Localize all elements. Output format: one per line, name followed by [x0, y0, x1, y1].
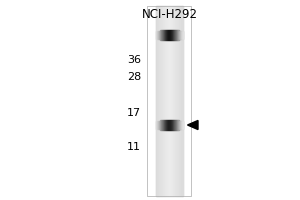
- Bar: [160, 30, 161, 40]
- Bar: [163, 120, 164, 130]
- Text: 17: 17: [127, 108, 141, 118]
- Bar: [158, 121, 159, 129]
- Bar: [165, 120, 166, 130]
- Bar: [163, 30, 164, 40]
- Bar: [175, 30, 176, 40]
- Polygon shape: [188, 120, 198, 130]
- Bar: [156, 31, 157, 39]
- Bar: [157, 121, 158, 129]
- Bar: [162, 30, 163, 40]
- Bar: [160, 6, 161, 196]
- Bar: [171, 6, 172, 196]
- Text: NCI-H292: NCI-H292: [142, 8, 197, 21]
- Bar: [162, 6, 163, 196]
- Bar: [182, 31, 183, 39]
- Bar: [158, 31, 159, 39]
- Bar: [165, 30, 166, 40]
- Bar: [157, 6, 158, 196]
- Bar: [158, 6, 159, 196]
- Bar: [166, 120, 167, 130]
- Bar: [159, 31, 160, 39]
- Text: 28: 28: [127, 72, 141, 82]
- Bar: [167, 120, 168, 130]
- Bar: [176, 6, 177, 196]
- Bar: [172, 6, 173, 196]
- Bar: [164, 120, 165, 130]
- Bar: [180, 6, 181, 196]
- Bar: [172, 120, 173, 130]
- Bar: [179, 31, 180, 39]
- Text: 11: 11: [127, 142, 141, 152]
- Bar: [170, 30, 171, 40]
- Bar: [174, 120, 175, 130]
- Bar: [159, 121, 160, 129]
- Bar: [169, 120, 170, 130]
- Bar: [166, 30, 167, 40]
- Bar: [164, 30, 165, 40]
- Bar: [171, 30, 172, 40]
- Bar: [174, 30, 175, 40]
- Bar: [159, 6, 160, 196]
- Bar: [178, 120, 179, 130]
- Text: 36: 36: [127, 55, 141, 65]
- Bar: [147, 6, 190, 196]
- Bar: [167, 6, 168, 196]
- Bar: [160, 121, 161, 129]
- Bar: [176, 30, 177, 40]
- Bar: [177, 30, 178, 40]
- Bar: [179, 6, 180, 196]
- Bar: [161, 6, 162, 196]
- Bar: [162, 120, 163, 130]
- Bar: [180, 31, 181, 39]
- Bar: [181, 31, 182, 39]
- Bar: [164, 6, 165, 196]
- Bar: [182, 6, 183, 196]
- Bar: [177, 120, 178, 130]
- Bar: [181, 121, 182, 129]
- Bar: [172, 30, 173, 40]
- Bar: [166, 6, 167, 196]
- Bar: [156, 6, 183, 196]
- Bar: [178, 6, 179, 196]
- Bar: [167, 30, 168, 40]
- Bar: [168, 6, 169, 196]
- Bar: [156, 6, 157, 196]
- Bar: [168, 30, 169, 40]
- Bar: [169, 6, 170, 196]
- Bar: [160, 31, 161, 39]
- Bar: [176, 120, 177, 130]
- Bar: [179, 121, 180, 129]
- Bar: [156, 121, 157, 129]
- Bar: [161, 30, 162, 40]
- Bar: [173, 120, 174, 130]
- Bar: [170, 6, 171, 196]
- Bar: [175, 120, 176, 130]
- Bar: [157, 31, 158, 39]
- Bar: [177, 6, 178, 196]
- Bar: [178, 30, 179, 40]
- Bar: [171, 120, 172, 130]
- Bar: [182, 121, 183, 129]
- Bar: [160, 120, 161, 130]
- Bar: [174, 6, 175, 196]
- Bar: [170, 120, 171, 130]
- Bar: [173, 30, 174, 40]
- Bar: [161, 120, 162, 130]
- Bar: [168, 120, 169, 130]
- Bar: [181, 6, 182, 196]
- Bar: [180, 121, 181, 129]
- Bar: [163, 6, 164, 196]
- Bar: [165, 6, 166, 196]
- Bar: [169, 30, 170, 40]
